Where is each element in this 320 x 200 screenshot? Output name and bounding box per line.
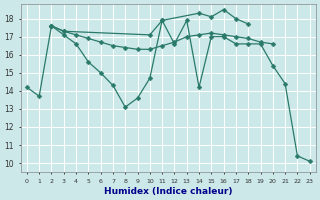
X-axis label: Humidex (Indice chaleur): Humidex (Indice chaleur) bbox=[104, 187, 233, 196]
